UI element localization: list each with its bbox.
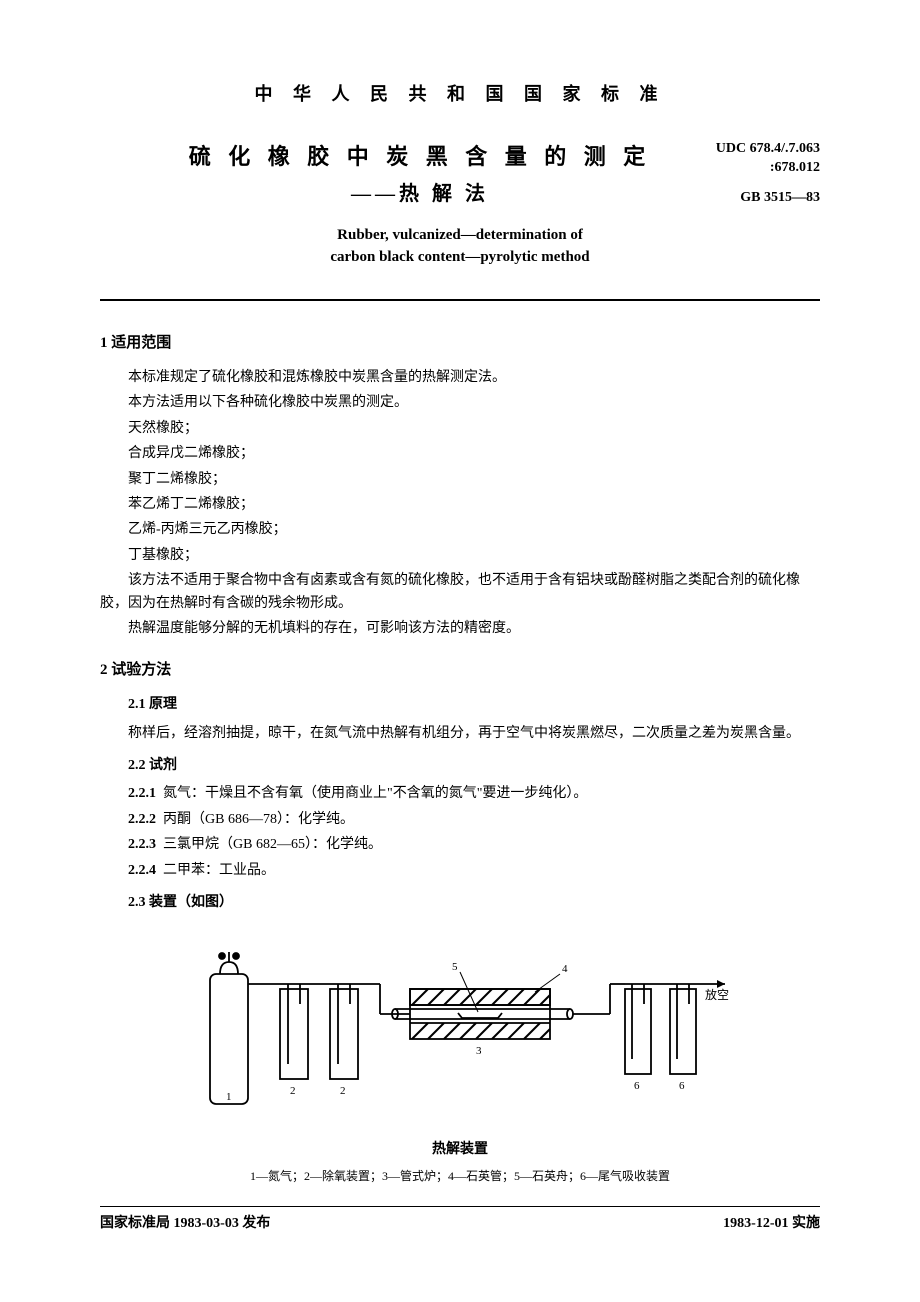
- section2-heading: 2 试验方法: [100, 658, 820, 682]
- english-line1: Rubber, vulcanized—determination of: [100, 224, 820, 247]
- list-item: 合成异戊二烯橡胶；: [128, 443, 820, 465]
- code-block: UDC 678.4/.7.063 :678.012 GB 3515—83: [660, 139, 820, 208]
- footer-right: 1983-12-01 实施: [723, 1213, 820, 1235]
- header-rule: [100, 299, 820, 301]
- national-standard-title: 中 华 人 民 共 和 国 国 家 标 准: [100, 80, 820, 109]
- diagram-legend: 1—氮气；2—除氧装置；3—管式炉；4—石英管；5—石英舟；6—尾气吸收装置: [100, 1167, 820, 1186]
- main-title: 硫 化 橡 胶 中 炭 黑 含 量 的 测 定: [180, 139, 660, 174]
- item-text: 三氯甲烷（GB 682—65）：化学纯。: [163, 837, 382, 852]
- item-num: 2.2.2: [128, 812, 156, 827]
- title-row: 硫 化 橡 胶 中 炭 黑 含 量 的 测 定 ——热 解 法 UDC 678.…: [100, 139, 820, 210]
- list-item: 2.2.3 三氯甲烷（GB 682—65）：化学纯。: [128, 834, 820, 856]
- section1-p4: 热解温度能够分解的无机填料的存在，可影响该方法的精密度。: [100, 618, 820, 640]
- list-item: 乙烯-丙烯三元乙丙橡胶；: [128, 519, 820, 541]
- sub21-text: 称样后，经溶剂抽提，晾干，在氮气流中热解有机组分，再于空气中将炭黑燃尽，二次质量…: [100, 723, 820, 745]
- list-item: 聚丁二烯橡胶；: [128, 469, 820, 491]
- footer-row: 国家标准局 1983-03-03 发布 1983-12-01 实施: [100, 1213, 820, 1235]
- diagram-label-5: 5: [452, 961, 458, 973]
- diagram-label-2a: 2: [290, 1085, 296, 1097]
- diagram-container: 1 2 2: [100, 934, 820, 1186]
- item-num: 2.2.3: [128, 837, 156, 852]
- section1-p1: 本标准规定了硫化橡胶和混炼橡胶中炭黑含量的热解测定法。: [100, 367, 820, 389]
- exhaust-label: 放空: [705, 987, 729, 1002]
- item-text: 二甲苯：工业品。: [163, 863, 275, 878]
- footer-rule: [100, 1206, 820, 1207]
- udc-line1: UDC 678.4/.7.063: [660, 139, 820, 159]
- english-line2: carbon black content—pyrolytic method: [100, 246, 820, 269]
- item-num: 2.2.1: [128, 786, 156, 801]
- item-text: 丙酮（GB 686—78）：化学纯。: [163, 812, 354, 827]
- gb-code: GB 3515—83: [660, 188, 820, 208]
- diagram-label-1: 1: [226, 1091, 232, 1103]
- list-item: 2.2.1 氮气：干燥且不含有氧（使用商业上"不含氧的氮气"要进一步纯化）。: [128, 783, 820, 805]
- section1-p3: 该方法不适用于聚合物中含有卤素或含有氮的硫化橡胶，也不适用于含有铝块或酚醛树脂之…: [100, 570, 820, 615]
- section1-p2: 本方法适用以下各种硫化橡胶中炭黑的测定。: [100, 392, 820, 414]
- sub21-heading: 2.1 原理: [128, 694, 820, 716]
- udc-line2: :678.012: [660, 158, 820, 178]
- list-item: 天然橡胶；: [128, 418, 820, 440]
- diagram-label-3: 3: [476, 1045, 482, 1057]
- diagram-label-2b: 2: [340, 1085, 346, 1097]
- list-item: 丁基橡胶；: [128, 545, 820, 567]
- list-item: 2.2.4 二甲苯：工业品。: [128, 860, 820, 882]
- diagram-label-6a: 6: [634, 1080, 640, 1092]
- diagram-label-6b: 6: [679, 1080, 685, 1092]
- item-num: 2.2.4: [128, 863, 156, 878]
- english-title: Rubber, vulcanized—determination of carb…: [100, 224, 820, 269]
- pyrolysis-apparatus-diagram: 1 2 2: [180, 934, 740, 1124]
- subtitle: ——热 解 法: [180, 178, 660, 210]
- list-item: 2.2.2 丙酮（GB 686—78）：化学纯。: [128, 809, 820, 831]
- diagram-label-4: 4: [562, 963, 568, 975]
- main-title-block: 硫 化 橡 胶 中 炭 黑 含 量 的 测 定 ——热 解 法: [100, 139, 660, 210]
- sub22-heading: 2.2 试剂: [128, 755, 820, 777]
- diagram-caption: 热解装置: [100, 1139, 820, 1161]
- footer-left: 国家标准局 1983-03-03 发布: [100, 1213, 270, 1235]
- sub23-heading: 2.3 装置（如图）: [128, 892, 820, 914]
- item-text: 氮气：干燥且不含有氧（使用商业上"不含氧的氮气"要进一步纯化）。: [163, 786, 587, 801]
- list-item: 苯乙烯丁二烯橡胶；: [128, 494, 820, 516]
- section1-heading: 1 适用范围: [100, 331, 820, 355]
